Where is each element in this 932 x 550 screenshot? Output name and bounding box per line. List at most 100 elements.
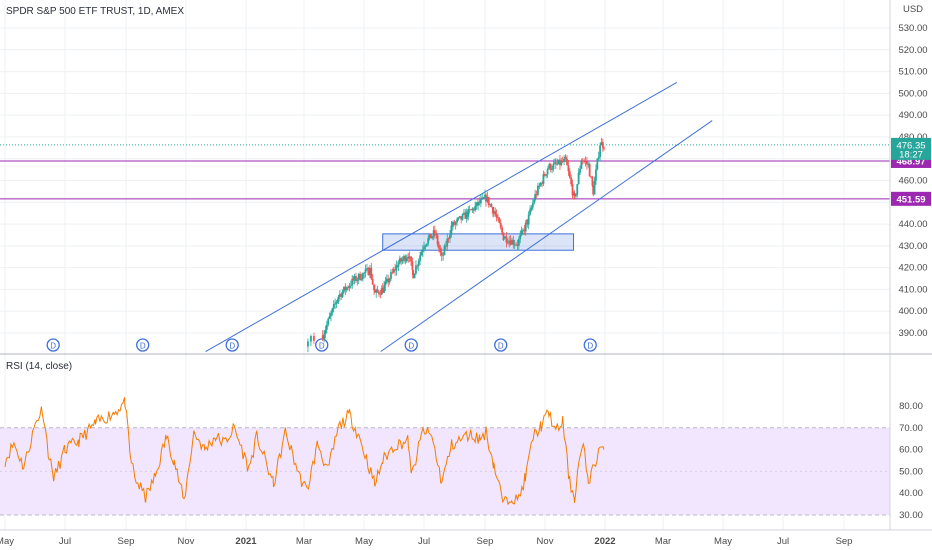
candle-body bbox=[492, 211, 495, 214]
candle-body bbox=[457, 217, 460, 220]
candle-body bbox=[464, 212, 467, 219]
candle-body bbox=[485, 194, 487, 202]
time-tick-label: Jul bbox=[59, 536, 71, 547]
candle-body bbox=[524, 222, 527, 232]
candle-body bbox=[546, 169, 549, 175]
price-tick-label: 520.00 bbox=[898, 45, 927, 56]
candle-body bbox=[487, 196, 490, 206]
candle-body bbox=[332, 304, 335, 309]
candle-body bbox=[472, 208, 475, 211]
candle-body bbox=[371, 278, 374, 285]
time-tick-label: May bbox=[355, 536, 373, 547]
candle-body bbox=[506, 242, 509, 244]
price-tick-label: 400.00 bbox=[898, 306, 927, 317]
candle-body bbox=[323, 334, 325, 340]
candle-body bbox=[447, 238, 450, 240]
candle-body bbox=[378, 291, 380, 294]
candle-body bbox=[423, 246, 425, 250]
candle-body bbox=[497, 217, 499, 219]
rsi-tick-label: 40.00 bbox=[899, 488, 923, 499]
candle-body bbox=[599, 145, 601, 158]
candle-body bbox=[460, 216, 463, 220]
price-tick-label: 480.00 bbox=[898, 132, 927, 143]
candle-body bbox=[600, 142, 603, 146]
candle-body bbox=[411, 261, 414, 271]
candle-body bbox=[370, 267, 373, 279]
candle-body bbox=[403, 256, 405, 260]
candle-body bbox=[385, 278, 388, 282]
candle-body bbox=[345, 287, 348, 291]
candle-body bbox=[415, 265, 417, 274]
candle-body bbox=[579, 168, 581, 173]
candle-body bbox=[397, 263, 400, 267]
candle-body bbox=[477, 201, 480, 206]
price-tick-label: 460.00 bbox=[898, 176, 927, 187]
candle-body bbox=[360, 279, 363, 280]
candle-body bbox=[551, 168, 553, 170]
level-badge-label: 468.97 bbox=[896, 156, 925, 167]
candle-body bbox=[567, 165, 570, 172]
time-tick-label: Jul bbox=[777, 536, 789, 547]
candle-body bbox=[545, 174, 548, 176]
dividend-marker bbox=[315, 338, 329, 352]
candle-body bbox=[373, 290, 376, 293]
candle-body bbox=[597, 157, 600, 159]
candle-body bbox=[321, 335, 324, 340]
rsi-tick-label: 50.00 bbox=[899, 466, 923, 477]
price-tick-label: 510.00 bbox=[898, 67, 927, 78]
dividend-marker bbox=[136, 338, 150, 352]
candle-body bbox=[335, 301, 338, 304]
candle-body bbox=[539, 182, 542, 186]
price-tick-label: 410.00 bbox=[898, 284, 927, 295]
candle-body bbox=[356, 279, 359, 282]
candle-body bbox=[330, 312, 332, 317]
candle-body bbox=[349, 285, 352, 287]
candle-body bbox=[538, 185, 541, 187]
price-candles bbox=[307, 137, 605, 353]
dividend-marker bbox=[225, 338, 239, 352]
candle-body bbox=[331, 308, 334, 313]
time-tick-label: Nov bbox=[537, 536, 554, 547]
candle-body bbox=[556, 163, 559, 165]
candle-body bbox=[504, 236, 506, 239]
candle-body bbox=[327, 318, 330, 325]
candle-body bbox=[501, 227, 504, 233]
candle-body bbox=[369, 267, 371, 275]
candle-body bbox=[408, 256, 411, 259]
candle-body bbox=[529, 209, 531, 215]
candle-body bbox=[444, 245, 447, 247]
candle-body bbox=[431, 236, 434, 239]
candle-body bbox=[405, 258, 408, 262]
candle-body bbox=[390, 272, 392, 279]
candle-body bbox=[574, 194, 577, 197]
candle-body bbox=[593, 180, 596, 195]
candle-body bbox=[424, 245, 427, 247]
candle-body bbox=[580, 160, 583, 169]
dividend-marker-label: D bbox=[140, 342, 146, 351]
time-axis: May Jul Sep Nov 2021 Mar May Jul Sep Nov 2022 Mar Ma… bbox=[0, 529, 932, 547]
time-tick-label: Mar bbox=[655, 536, 671, 547]
candle-body bbox=[508, 240, 511, 244]
candle-body bbox=[549, 164, 552, 170]
candle-body bbox=[516, 244, 519, 246]
candle-body bbox=[440, 252, 443, 256]
dividend-marker bbox=[494, 338, 508, 352]
candle-body bbox=[454, 222, 457, 225]
candle-body bbox=[573, 193, 576, 197]
rsi-tick-label: 80.00 bbox=[899, 401, 923, 412]
candle-body bbox=[517, 239, 520, 246]
candle-body bbox=[563, 158, 565, 162]
candle-body bbox=[380, 288, 383, 295]
candle-body bbox=[530, 207, 533, 210]
candle-body bbox=[559, 159, 561, 166]
candle-body bbox=[522, 229, 524, 231]
rsi-title: RSI (14, close) bbox=[6, 361, 72, 372]
price-tick-label: 420.00 bbox=[898, 263, 927, 274]
candle-body bbox=[478, 201, 481, 204]
candle-body bbox=[535, 193, 538, 195]
candle-body bbox=[379, 293, 382, 295]
candle-body bbox=[338, 294, 341, 297]
candle-body bbox=[590, 176, 592, 178]
candle-body bbox=[531, 203, 534, 208]
